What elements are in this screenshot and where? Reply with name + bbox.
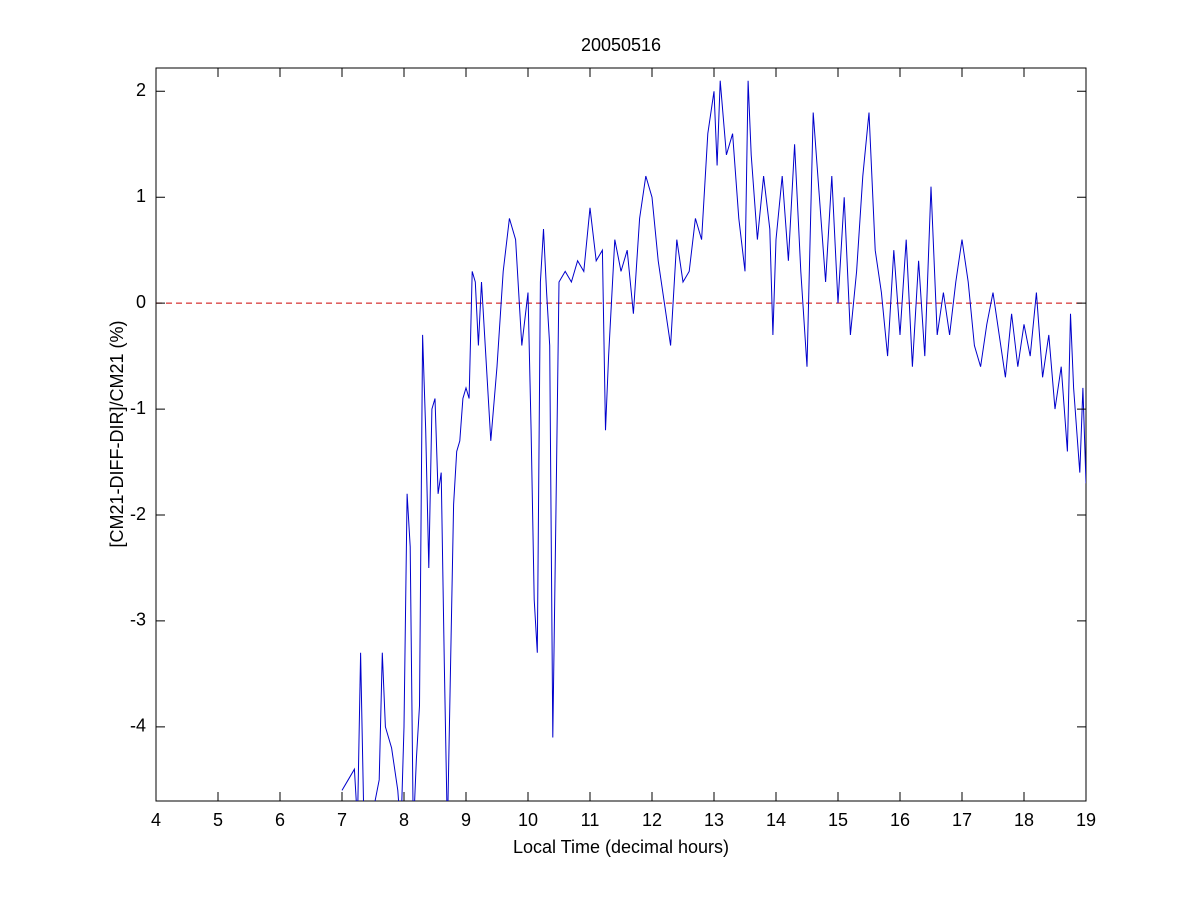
x-tick-label: 18 (1014, 810, 1034, 830)
data-line (341, 80, 1086, 801)
y-tick-label: -2 (130, 504, 146, 524)
x-tick-label: 16 (890, 810, 910, 830)
x-tick-label: 17 (952, 810, 972, 830)
x-tick-label: 7 (337, 810, 347, 830)
x-tick-label: 6 (275, 810, 285, 830)
x-tick-label: 12 (642, 810, 662, 830)
x-tick-label: 9 (461, 810, 471, 830)
x-tick-label: 8 (399, 810, 409, 830)
plot-content (156, 80, 1086, 801)
x-tick-label: 19 (1076, 810, 1096, 830)
y-axis-label: [CM21-DIFF-DIR]/CM21 (%) (107, 320, 127, 547)
y-tick-label: 1 (136, 186, 146, 206)
x-tick-label: 10 (518, 810, 538, 830)
x-tick-label: 13 (704, 810, 724, 830)
y-tick-label: 0 (136, 292, 146, 312)
x-tick-label: 14 (766, 810, 786, 830)
x-tick-label: 4 (151, 810, 161, 830)
x-tick-label: 11 (581, 810, 600, 830)
x-tick-label: 5 (213, 810, 223, 830)
x-axis-label: Local Time (decimal hours) (513, 837, 729, 857)
y-tick-label: 2 (136, 80, 146, 100)
x-tick-label: 15 (828, 810, 848, 830)
y-tick-label: -1 (130, 398, 146, 418)
y-tick-label: -4 (130, 716, 146, 736)
y-tick-label: -3 (130, 610, 146, 630)
plot-area (155, 67, 1087, 802)
chart-title: 20050516 (581, 35, 661, 55)
